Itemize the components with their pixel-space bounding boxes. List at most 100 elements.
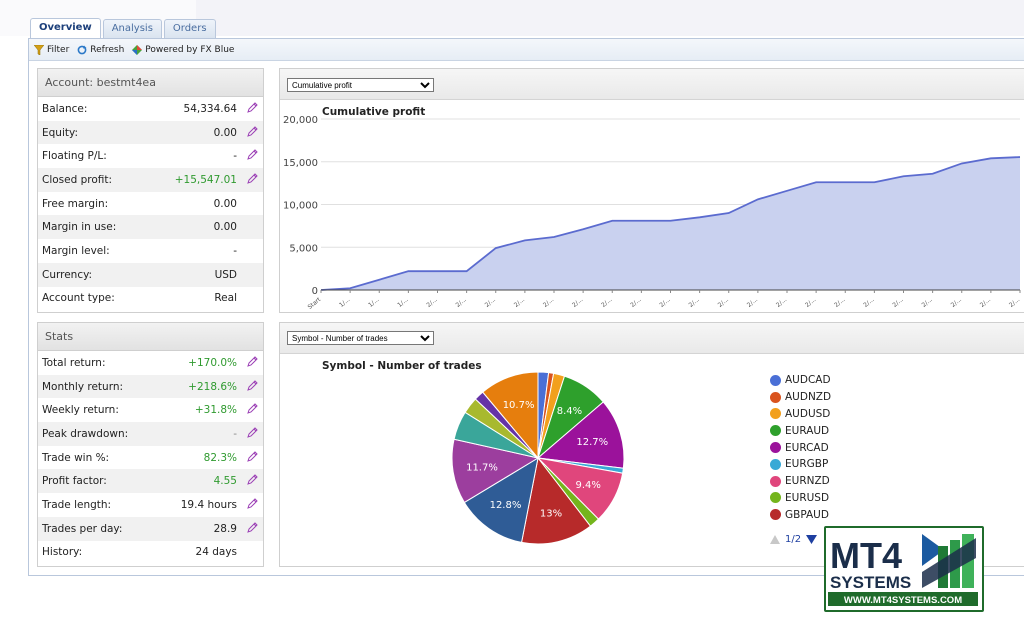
pie-slice[interactable] xyxy=(463,456,539,543)
edit-pencil-icon[interactable] xyxy=(245,498,259,512)
account-row-value: 54,334.64 xyxy=(183,102,237,115)
legend-item[interactable]: AUDNZD xyxy=(770,389,831,406)
stats-row-value: +170.0% xyxy=(188,356,237,369)
pie-slice[interactable] xyxy=(451,438,540,504)
pager-prev-icon[interactable] xyxy=(770,535,780,544)
account-panel: Account: bestmt4ea Balance: 54,334.64 Equi… xyxy=(37,68,264,313)
x-tick-label: 2/... xyxy=(717,296,730,309)
x-tick-label: 1/... xyxy=(338,296,351,309)
x-tick-label: 2/... xyxy=(950,296,963,309)
legend-item[interactable]: GBPAUD xyxy=(770,506,831,523)
stats-title: Stats xyxy=(38,323,263,351)
pie-slice[interactable] xyxy=(482,371,539,460)
account-row: Margin in use: 0.00 xyxy=(38,215,263,240)
pie-slice-label: 8.4% xyxy=(557,406,582,417)
edit-pencil-icon[interactable] xyxy=(245,125,259,140)
legend-label: AUDCAD xyxy=(785,374,831,387)
x-tick-label: 2/... xyxy=(484,296,497,309)
powered-by-link[interactable]: Powered by FX Blue xyxy=(132,44,234,55)
pie-slice-label: 12.8% xyxy=(490,500,522,511)
legend-swatch xyxy=(770,408,781,420)
legend-label: EURNZD xyxy=(785,475,830,488)
stats-row-label: Trades per day: xyxy=(42,522,123,535)
x-tick-label: 2/... xyxy=(1008,296,1021,309)
account-row-label: Account type: xyxy=(42,292,115,305)
tab-analysis[interactable]: Analysis xyxy=(102,19,162,39)
stats-panel: Stats Total return: +170.0% Monthly return… xyxy=(37,322,264,567)
filter-button[interactable]: Filter xyxy=(34,44,69,55)
x-tick-label: 2/... xyxy=(804,296,817,309)
stats-row-value: 4.55 xyxy=(213,475,237,488)
legend-label: AUDNZD xyxy=(785,391,832,404)
legend-item[interactable]: EURAUD xyxy=(770,422,831,439)
logo-url-text: WWW.MT4SYSTEMS.COM xyxy=(844,595,962,606)
edit-pencil-icon[interactable] xyxy=(245,379,259,394)
stats-row: Trades per day: 28.9 xyxy=(38,516,263,541)
stats-row: Weekly return: +31.8% xyxy=(38,398,263,422)
account-row: Floating P/L: - xyxy=(38,144,263,168)
account-row-value: 0.00 xyxy=(213,126,237,139)
pie-type-select[interactable]: Symbol - Number of trades xyxy=(287,331,434,345)
legend-swatch xyxy=(770,374,781,386)
tab-overview[interactable]: Overview xyxy=(30,18,101,40)
edit-pencil-icon[interactable] xyxy=(245,450,259,465)
account-row-value: Real xyxy=(214,292,237,305)
account-row: Closed profit: +15,547.01 xyxy=(38,168,263,192)
legend-swatch xyxy=(770,391,781,403)
legend-item[interactable]: EURGBP xyxy=(770,456,831,473)
stats-row-label: Weekly return: xyxy=(42,404,119,417)
edit-pencil-icon[interactable] xyxy=(245,356,259,370)
x-tick-label: 2/... xyxy=(746,296,759,309)
edit-pencil-icon[interactable] xyxy=(245,149,259,163)
stats-rows: Total return: +170.0% Monthly return: +218.… xyxy=(38,351,263,564)
pager-text: 1/2 xyxy=(785,534,802,545)
pager-next-icon[interactable] xyxy=(806,535,818,544)
pie-title: Symbol - Number of trades xyxy=(322,360,482,372)
stats-row-label: Trade length: xyxy=(42,498,112,511)
account-row: Margin level: - xyxy=(38,239,263,263)
pie-slice[interactable] xyxy=(536,401,625,469)
edit-pencil-icon[interactable] xyxy=(245,427,259,441)
account-row-label: Closed profit: xyxy=(42,173,113,186)
edit-pencil-icon[interactable] xyxy=(245,474,259,488)
account-row-label: Free margin: xyxy=(42,197,109,210)
legend-item[interactable]: EURNZD xyxy=(770,473,831,490)
profit-line xyxy=(320,156,1021,291)
stats-row-value: - xyxy=(233,427,237,440)
legend-label: EURCAD xyxy=(785,441,829,454)
x-tick-label: 2/... xyxy=(629,296,642,309)
chart-type-select[interactable]: Cumulative profit xyxy=(287,78,434,92)
profit-area xyxy=(321,157,1020,290)
legend-item[interactable]: AUDCAD xyxy=(770,372,831,389)
account-row-value: - xyxy=(233,150,237,163)
stats-row-value: +218.6% xyxy=(188,380,237,393)
legend-item[interactable]: AUDUSD xyxy=(770,406,831,423)
account-row-value: USD xyxy=(214,268,237,281)
edit-pencil-icon[interactable] xyxy=(245,403,259,417)
account-row-label: Margin in use: xyxy=(42,221,117,234)
edit-pencil-icon[interactable] xyxy=(245,521,259,536)
legend-item[interactable]: EURUSD xyxy=(770,490,831,507)
logo-mt4-text: MT4 xyxy=(830,535,902,576)
stats-row-label: Total return: xyxy=(42,356,106,369)
account-row-label: Floating P/L: xyxy=(42,150,107,163)
edit-pencil-icon[interactable] xyxy=(245,102,259,116)
stats-row-label: Monthly return: xyxy=(42,380,124,393)
x-tick-label: 2/... xyxy=(862,296,875,309)
stats-row-label: Profit factor: xyxy=(42,475,107,488)
refresh-button[interactable]: Refresh xyxy=(77,45,124,55)
legend-swatch xyxy=(770,509,781,521)
pie-slice[interactable] xyxy=(520,456,592,545)
legend-item[interactable]: EURCAD xyxy=(770,439,831,456)
account-row-label: Currency: xyxy=(42,268,93,281)
pie-slice-label: 12.7% xyxy=(576,437,608,448)
tab-orders[interactable]: Orders xyxy=(163,19,216,39)
legend-label: EURUSD xyxy=(785,491,830,504)
stats-row: History: 24 days xyxy=(38,541,263,565)
cumulative-profit-chart: Cumulative profit 0 5,000 10,000 15,000 20,00… xyxy=(283,106,1021,311)
x-tick-label: 2/... xyxy=(425,296,438,309)
edit-pencil-icon[interactable] xyxy=(245,173,259,187)
stats-row-value: +31.8% xyxy=(194,404,237,417)
account-row-value: 0.00 xyxy=(213,221,237,234)
legend-swatch xyxy=(770,458,781,470)
